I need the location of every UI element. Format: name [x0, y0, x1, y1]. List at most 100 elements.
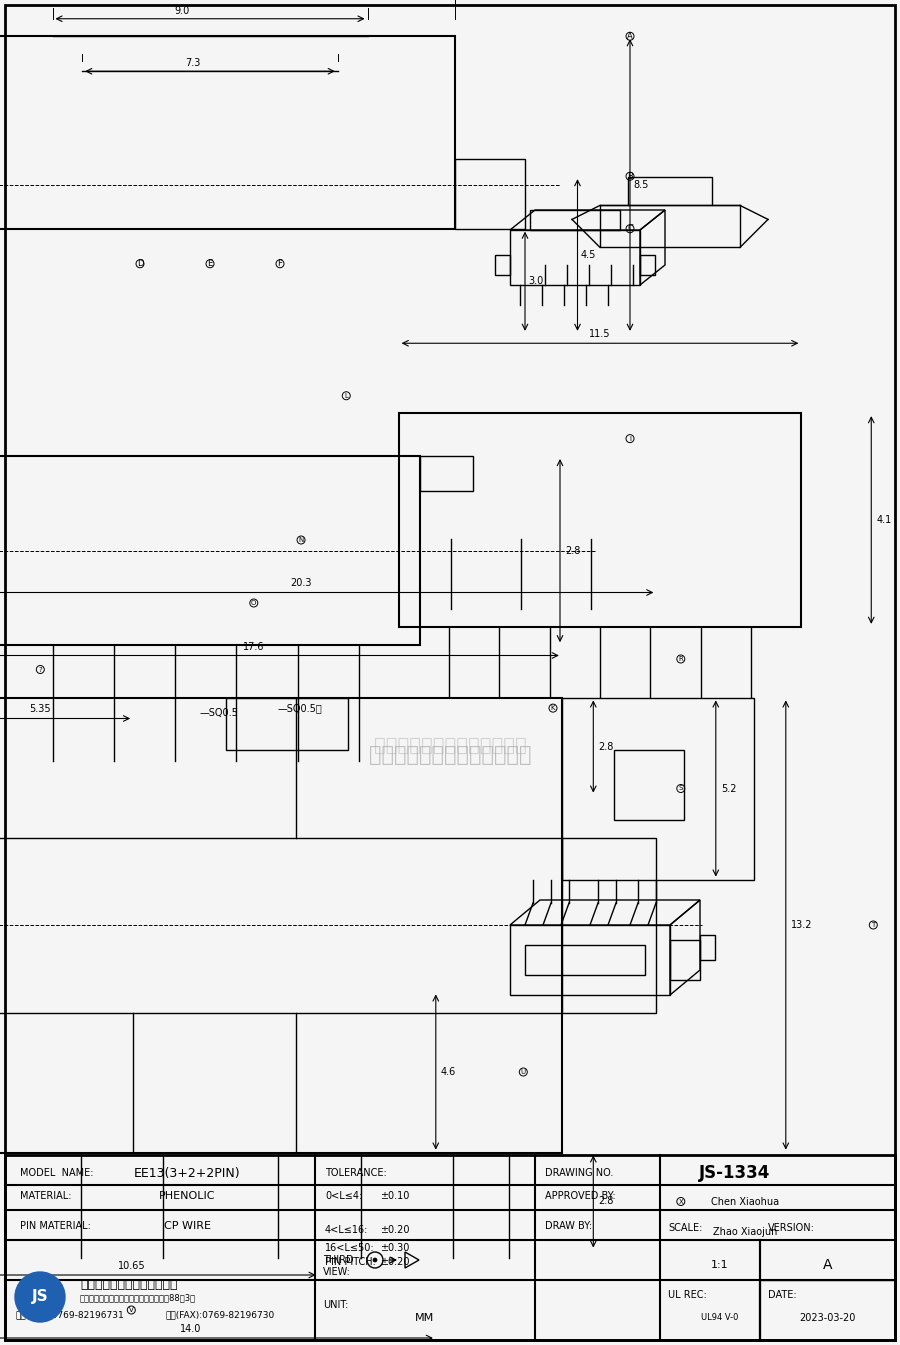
Text: SCALE:: SCALE: [668, 1223, 702, 1233]
Text: UL94 V-0: UL94 V-0 [701, 1314, 739, 1322]
Text: 4.5: 4.5 [580, 250, 596, 260]
Text: TOLERANCE:: TOLERANCE: [325, 1167, 387, 1178]
Bar [530, 210, 620, 230]
Text: X: X [679, 1198, 683, 1205]
Text: 2023-03-20: 2023-03-20 [799, 1313, 856, 1323]
Text: 3.0: 3.0 [528, 276, 544, 286]
Text: A: A [627, 32, 633, 40]
Text: 4.6: 4.6 [441, 1067, 456, 1077]
Text: —SQ0.5: —SQ0.5 [200, 707, 239, 718]
Text: D: D [137, 260, 143, 268]
Bar [0, 456, 420, 646]
Text: A: A [823, 1258, 832, 1272]
Text: ±0.10: ±0.10 [380, 1192, 410, 1201]
Text: UL REC:: UL REC: [668, 1290, 706, 1301]
Text: 17.6: 17.6 [243, 642, 265, 651]
Bar [510, 925, 670, 995]
Bar [600, 206, 740, 247]
Text: 传真(FAX):0769-82196730: 传真(FAX):0769-82196730 [165, 1310, 274, 1319]
Bar [455, 159, 525, 229]
Text: JS-1334: JS-1334 [699, 1163, 770, 1182]
Text: K: K [551, 705, 555, 712]
Text: 4.1: 4.1 [877, 515, 892, 525]
Bar [0, 698, 562, 1153]
Bar [628, 178, 712, 206]
Text: 广东省东菞市樟木头镇柏地管理区文明街88号3栖: 广东省东菞市樟木头镇柏地管理区文明街88号3栖 [80, 1294, 196, 1302]
Text: T: T [871, 923, 876, 928]
Bar [495, 256, 510, 274]
Circle shape [373, 1258, 377, 1262]
Text: B: B [627, 172, 633, 180]
Text: U: U [521, 1069, 526, 1075]
Text: 20.3: 20.3 [291, 578, 311, 589]
Text: Zhao Xiaojun: Zhao Xiaojun [713, 1227, 778, 1237]
Text: 电话(TEL):0769-82196731: 电话(TEL):0769-82196731 [15, 1310, 124, 1319]
Bar [525, 946, 645, 975]
Bar [562, 838, 656, 1013]
Text: APPROVED BY:: APPROVED BY: [545, 1192, 616, 1201]
Text: 0<L≤4:: 0<L≤4: [325, 1192, 362, 1201]
Text: PIN MATERIAL:: PIN MATERIAL: [20, 1221, 91, 1231]
Bar [615, 751, 684, 820]
Bar [0, 36, 455, 229]
Text: CP WIRE: CP WIRE [164, 1221, 211, 1231]
Text: F: F [277, 260, 283, 268]
Text: 2.8: 2.8 [598, 1197, 614, 1206]
Bar [399, 413, 801, 627]
Text: ±0.20: ±0.20 [380, 1225, 410, 1235]
Text: ?: ? [39, 667, 42, 672]
Text: 东菞市巨思电子科技有限公司: 东菞市巨思电子科技有限公司 [374, 736, 526, 755]
Bar [562, 698, 754, 880]
Bar [670, 940, 700, 981]
Text: —SQ0.5ⓚ: —SQ0.5ⓚ [278, 703, 323, 713]
Text: THIRD: THIRD [323, 1255, 354, 1266]
Bar [226, 698, 348, 751]
Text: DRAW BY:: DRAW BY: [545, 1221, 592, 1231]
Text: 9.0: 9.0 [175, 5, 190, 16]
Text: S: S [679, 785, 683, 791]
Bar [640, 256, 655, 274]
Bar [420, 456, 472, 491]
Text: 1:1: 1:1 [711, 1260, 729, 1270]
Text: 7.3: 7.3 [184, 58, 200, 69]
Text: PIN PITCH:: PIN PITCH: [325, 1258, 376, 1267]
Circle shape [15, 1272, 65, 1322]
Text: I: I [629, 436, 631, 441]
Bar [700, 935, 715, 960]
Text: 东菞市巨思电子科技有限公司: 东菞市巨思电子科技有限公司 [80, 1278, 177, 1290]
Text: DRAWING NO.: DRAWING NO. [545, 1167, 614, 1178]
Text: 2.8: 2.8 [565, 546, 581, 555]
Text: C: C [627, 225, 633, 233]
Bar [510, 230, 640, 285]
Text: 16<L≤50:: 16<L≤50: [325, 1243, 374, 1254]
Text: 5.2: 5.2 [721, 784, 736, 794]
Text: 东菞市巨思电子科技有限公司: 东菞市巨思电子科技有限公司 [369, 745, 531, 765]
Text: 8.5: 8.5 [633, 180, 648, 190]
Text: MATERIAL:: MATERIAL: [20, 1192, 71, 1201]
Text: MODEL  NAME:: MODEL NAME: [20, 1167, 94, 1178]
Text: VERSION:: VERSION: [768, 1223, 814, 1233]
Text: EE13(3+2+2PIN): EE13(3+2+2PIN) [134, 1166, 241, 1180]
Text: 2.8: 2.8 [598, 741, 614, 752]
Text: PHENOLIC: PHENOLIC [159, 1192, 216, 1201]
Text: MM: MM [416, 1313, 435, 1323]
Text: 5.35: 5.35 [30, 705, 51, 714]
Bar [5, 1155, 895, 1340]
Text: 10.65: 10.65 [118, 1262, 145, 1271]
Text: Chen Xiaohua: Chen Xiaohua [711, 1197, 779, 1206]
Text: 11.5: 11.5 [590, 330, 611, 339]
Text: ±0.30: ±0.30 [380, 1243, 410, 1254]
Text: JS: JS [32, 1290, 49, 1305]
Text: R: R [679, 656, 683, 662]
Text: 14.0: 14.0 [180, 1323, 202, 1334]
Text: L: L [345, 393, 348, 398]
Text: V: V [129, 1307, 134, 1313]
Text: 4<L≤16:: 4<L≤16: [325, 1225, 368, 1235]
Text: ±0.20: ±0.20 [380, 1258, 410, 1267]
Text: DATE:: DATE: [768, 1290, 796, 1301]
Text: N: N [299, 537, 303, 543]
Text: VIEW:: VIEW: [323, 1267, 351, 1276]
Text: E: E [207, 260, 212, 268]
Text: O: O [251, 600, 256, 607]
Text: 13.2: 13.2 [791, 920, 813, 929]
